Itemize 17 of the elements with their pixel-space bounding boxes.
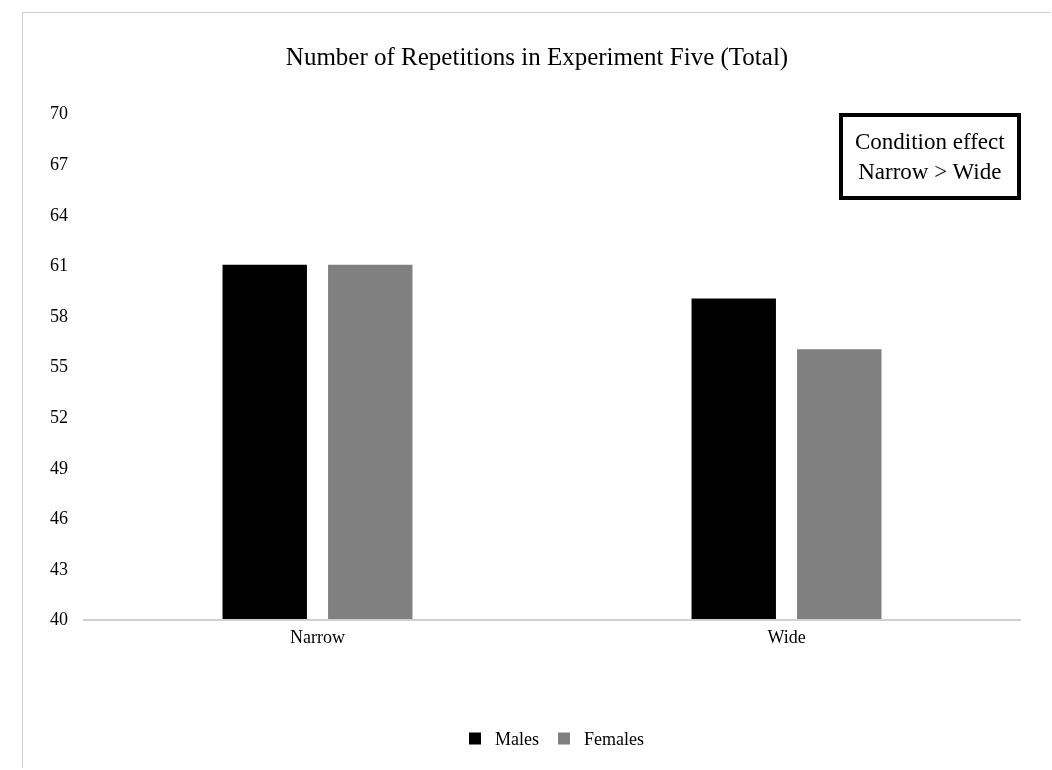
annotation: Condition effect Narrow > Wide <box>855 129 1006 184</box>
y-tick-label: 52 <box>50 406 68 427</box>
legend-label: Females <box>584 729 644 750</box>
y-tick-label: 70 <box>50 103 68 124</box>
y-tick-label: 61 <box>50 255 68 276</box>
y-tick-label: 64 <box>50 204 68 225</box>
y-tick-label: 55 <box>50 356 68 377</box>
chart-title: Number of Repetitions in Experiment Five (Total) <box>285 42 789 71</box>
legend-label: Males <box>495 729 539 750</box>
y-tick-label: 43 <box>50 558 68 579</box>
x-tick-label: Wide <box>767 626 806 647</box>
y-tick-label: 49 <box>50 457 68 478</box>
y-tick-label: 58 <box>50 305 68 326</box>
y-tick-label: 46 <box>50 508 68 529</box>
x-tick-label: Narrow <box>290 626 345 647</box>
y-tick-label: 40 <box>50 609 68 630</box>
y-tick-label: 67 <box>50 153 68 174</box>
